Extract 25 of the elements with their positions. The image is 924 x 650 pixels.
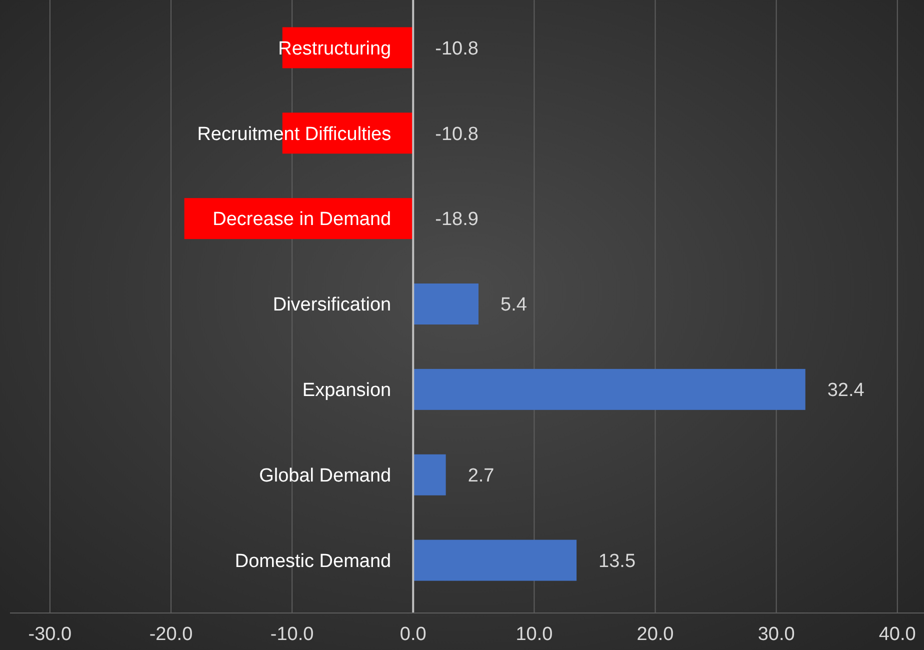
y-tick-label: Domestic Demand	[234, 550, 392, 572]
x-tick-label: 20.0	[636, 624, 674, 645]
data-label: -10.8	[435, 38, 478, 60]
x-tick-label: 0.0	[400, 624, 426, 645]
x-tick-label: -10.0	[270, 624, 314, 645]
bar	[413, 283, 478, 325]
x-tick-label: 30.0	[758, 624, 795, 645]
bar	[413, 454, 446, 496]
data-label: 13.5	[598, 550, 636, 572]
data-label: 32.4	[827, 380, 865, 402]
y-tick-label: Expansion	[302, 380, 392, 402]
y-tick-label: Decrease in Demand	[212, 209, 392, 230]
x-tick-label: -30.0	[28, 624, 72, 645]
data-label: -10.8	[435, 124, 478, 145]
x-tick-label: 40.0	[878, 624, 916, 645]
bar	[413, 540, 577, 581]
x-tick-label: -20.0	[149, 624, 193, 645]
bar	[413, 368, 806, 410]
y-tick-label: Diversification	[272, 294, 392, 316]
data-label: -18.9	[435, 209, 478, 230]
y-tick-label: Global Demand	[259, 466, 392, 487]
x-tick-label: 10.0	[516, 624, 553, 645]
data-label: 5.4	[500, 294, 528, 316]
data-label: 2.7	[468, 466, 494, 487]
bar	[184, 198, 414, 240]
